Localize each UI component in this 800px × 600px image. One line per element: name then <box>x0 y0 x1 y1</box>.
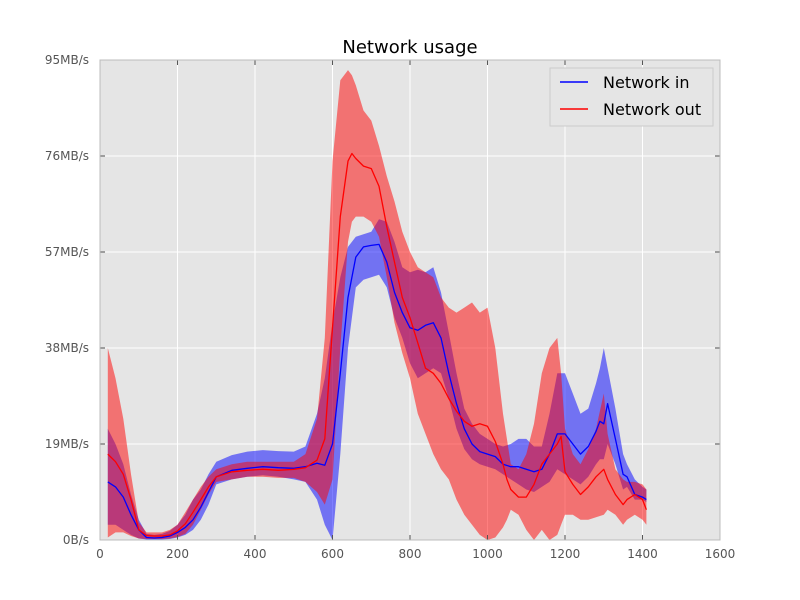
confidence-bands <box>107 70 647 540</box>
x-tick-label: 400 <box>244 547 267 561</box>
legend-label-network-out: Network out <box>603 100 701 119</box>
line-network-in <box>107 243 647 539</box>
x-tick-label: 0 <box>96 547 104 561</box>
legend-label-network-in: Network in <box>603 73 689 92</box>
band-network-out <box>107 70 647 540</box>
band-network-in <box>107 219 647 540</box>
x-tick-label: 1600 <box>705 547 736 561</box>
x-tick-label: 200 <box>166 547 189 561</box>
y-tick-label: 38MB/s <box>45 341 89 355</box>
x-tick-label: 1400 <box>627 547 658 561</box>
x-tick-label: 1000 <box>472 547 503 561</box>
y-tick-label: 0B/s <box>63 533 89 547</box>
x-tick-label: 600 <box>321 547 344 561</box>
line-network-out <box>107 152 648 537</box>
tick-labels: 0 200 400 600 800 1000 1200 1400 1600 0B/s 19MB/s 3… <box>45 53 735 561</box>
axis-ticks <box>99 59 721 541</box>
legend: Network in Network out <box>549 67 714 127</box>
plot-frame <box>99 59 721 541</box>
chart-title: Network usage <box>342 37 477 58</box>
x-tick-label: 1200 <box>550 547 581 561</box>
x-tick-label: 800 <box>399 547 422 561</box>
series-lines <box>107 152 648 539</box>
y-tick-label: 95MB/s <box>45 53 89 67</box>
y-tick-label: 57MB/s <box>45 245 89 259</box>
y-tick-label: 76MB/s <box>45 149 89 163</box>
y-tick-label: 19MB/s <box>45 437 89 451</box>
legend-box <box>549 67 714 127</box>
